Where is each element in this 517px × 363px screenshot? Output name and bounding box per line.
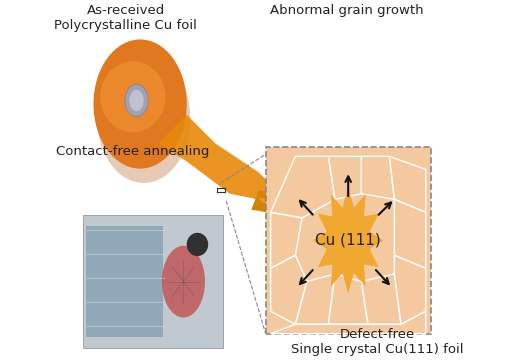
Text: As-received
Polycrystalline Cu foil: As-received Polycrystalline Cu foil [54,4,197,32]
Ellipse shape [97,54,190,183]
Polygon shape [270,212,302,268]
Polygon shape [361,274,401,324]
Polygon shape [394,199,426,268]
Bar [266,147,431,334]
Ellipse shape [125,84,148,117]
Ellipse shape [162,246,205,318]
Polygon shape [258,197,406,316]
Bar [83,215,223,348]
Polygon shape [270,311,426,334]
Polygon shape [394,255,426,324]
Polygon shape [389,156,426,212]
Text: Cu (111): Cu (111) [315,233,381,248]
Polygon shape [251,190,409,318]
Ellipse shape [129,90,144,111]
Text: Defect-free
Single crystal Cu(111) foil: Defect-free Single crystal Cu(111) foil [291,328,463,356]
Bar [86,226,163,337]
Polygon shape [313,187,383,294]
Polygon shape [270,255,307,324]
Text: Contact-free annealing: Contact-free annealing [56,145,209,158]
Ellipse shape [187,233,208,256]
Text: Abnormal grain growth: Abnormal grain growth [269,4,423,17]
Ellipse shape [94,40,187,169]
Polygon shape [328,156,361,199]
Polygon shape [313,187,383,294]
Polygon shape [158,115,277,201]
Polygon shape [270,156,335,218]
Polygon shape [328,274,368,324]
Polygon shape [361,156,394,199]
Polygon shape [295,274,335,324]
Ellipse shape [100,61,165,132]
